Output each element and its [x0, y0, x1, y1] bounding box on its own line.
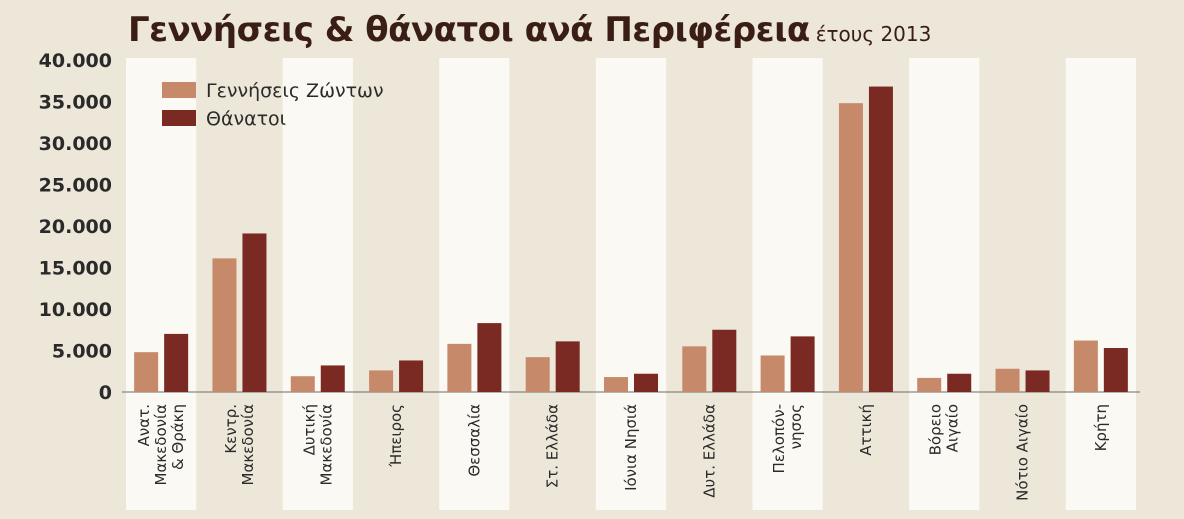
x-tick-label: Αιγαίο	[944, 404, 962, 452]
x-tick-label-group: Βόρειο Αιγαίο	[927, 404, 962, 455]
bar-births	[525, 357, 550, 392]
x-tick-label: Βόρειο	[927, 404, 945, 455]
x-tick-label-group: Δυτ. Ελλάδα	[700, 404, 718, 498]
x-axis-labels: Ανατ. Μακεδονία & Θράκη Κεντρ. Μακεδονία Δυτι…	[135, 404, 1110, 501]
category-band	[439, 58, 510, 510]
y-tick-label: 5.000	[52, 341, 112, 363]
x-tick-label-group: Στ. Ελλάδα	[544, 404, 562, 488]
category-band	[282, 58, 353, 510]
bar-deaths	[477, 323, 502, 392]
chart-title: Γεννήσεις & θάνατοι ανά Περιφέρεια	[128, 10, 810, 50]
chart-subtitle: έτους 2013	[815, 22, 932, 46]
x-tick-label-group: Δυτική Μακεδονία	[300, 404, 335, 486]
bar-deaths	[790, 336, 815, 392]
category-band	[595, 58, 667, 510]
bar-births	[447, 343, 472, 392]
bar-births	[1073, 340, 1098, 392]
bar-deaths	[1025, 370, 1050, 392]
x-tick-label: Ήπειρος	[387, 404, 405, 468]
bar-births	[917, 377, 942, 392]
x-tick-label: Θεσσαλία	[465, 404, 483, 477]
x-tick-label: Ανατ.	[135, 404, 153, 446]
bar-deaths	[634, 373, 658, 392]
bar-deaths	[399, 360, 424, 392]
x-tick-label: & Θράκη	[169, 404, 187, 470]
x-tick-label-group: Νότιο Αιγαίο	[1014, 404, 1032, 501]
bar-births	[212, 258, 237, 392]
x-tick-label-group: Ήπειρος	[387, 404, 405, 468]
bar-deaths	[947, 373, 972, 392]
bar-births	[290, 376, 315, 392]
x-tick-label: Νότιο Αιγαίο	[1014, 404, 1032, 501]
bar-deaths	[320, 365, 345, 392]
x-tick-label-group: Ανατ. Μακεδονία & Θράκη	[135, 404, 187, 486]
x-tick-label: Δυτ. Ελλάδα	[700, 404, 718, 498]
bars	[134, 86, 1128, 392]
legend-label-deaths: Θάνατοι	[206, 108, 286, 130]
x-tick-label: Μακεδονία	[317, 404, 335, 486]
x-tick-label: Αττική	[857, 404, 875, 456]
legend-swatch-deaths	[162, 110, 196, 126]
legend-swatch-births	[162, 82, 196, 98]
x-tick-label: Ιόνια Νησιά	[622, 404, 640, 491]
bar-births	[369, 370, 394, 392]
bar-deaths	[555, 341, 580, 392]
x-tick-label: Μακεδονία	[152, 404, 170, 486]
bar-deaths	[242, 233, 267, 392]
x-tick-label: νησος	[787, 404, 805, 449]
y-tick-label: 20.000	[39, 216, 112, 238]
bar-deaths	[1103, 348, 1128, 392]
category-band	[752, 58, 823, 510]
x-tick-label-group: Κεντρ. Μακεδονία	[222, 404, 257, 486]
legend: Γεννήσεις Ζώντων Θάνατοι	[162, 80, 384, 130]
x-tick-label: Μακεδονία	[239, 404, 257, 486]
bar-deaths	[868, 86, 893, 392]
x-tick-label: Στ. Ελλάδα	[544, 404, 562, 488]
y-tick-label: 0	[99, 382, 112, 404]
chart-title-block: Γεννήσεις & θάνατοι ανά Περιφέρεια έτους …	[128, 10, 931, 50]
x-tick-label: Δυτική	[300, 404, 318, 455]
legend-label-births: Γεννήσεις Ζώντων	[206, 80, 384, 102]
bar-deaths	[164, 333, 189, 392]
y-tick-label: 35.000	[39, 92, 112, 114]
y-tick-label: 15.000	[39, 258, 112, 280]
category-band	[126, 58, 197, 510]
category-bands	[126, 58, 1136, 510]
x-tick-label-group: Πελοπόν-νησος	[770, 404, 805, 473]
x-tick-label: Κεντρ.	[222, 404, 240, 454]
bar-deaths	[712, 329, 737, 392]
y-axis: 0 5.000 10.000 15.000 20.000 25.000 30.000 35.0…	[39, 50, 1140, 404]
x-tick-label-group: Κρήτη	[1092, 404, 1110, 451]
bar-births	[604, 377, 628, 392]
bar-births	[995, 368, 1020, 392]
x-tick-label-group: Ιόνια Νησιά	[622, 404, 640, 491]
x-tick-label-group: Αττική	[857, 404, 875, 456]
y-tick-label: 30.000	[39, 133, 112, 155]
category-band	[909, 58, 980, 510]
x-tick-label-group: Θεσσαλία	[465, 404, 483, 477]
y-tick-label: 40.000	[39, 50, 112, 72]
bar-births	[838, 103, 863, 392]
y-tick-label: 25.000	[39, 175, 112, 197]
y-tick-label: 10.000	[39, 299, 112, 321]
x-tick-label: Πελοπόν-	[770, 404, 788, 473]
x-tick-label: Κρήτη	[1092, 404, 1110, 451]
bar-births	[682, 346, 707, 392]
bar-births	[134, 352, 159, 392]
category-band	[1065, 58, 1136, 510]
bar-births	[760, 355, 785, 392]
